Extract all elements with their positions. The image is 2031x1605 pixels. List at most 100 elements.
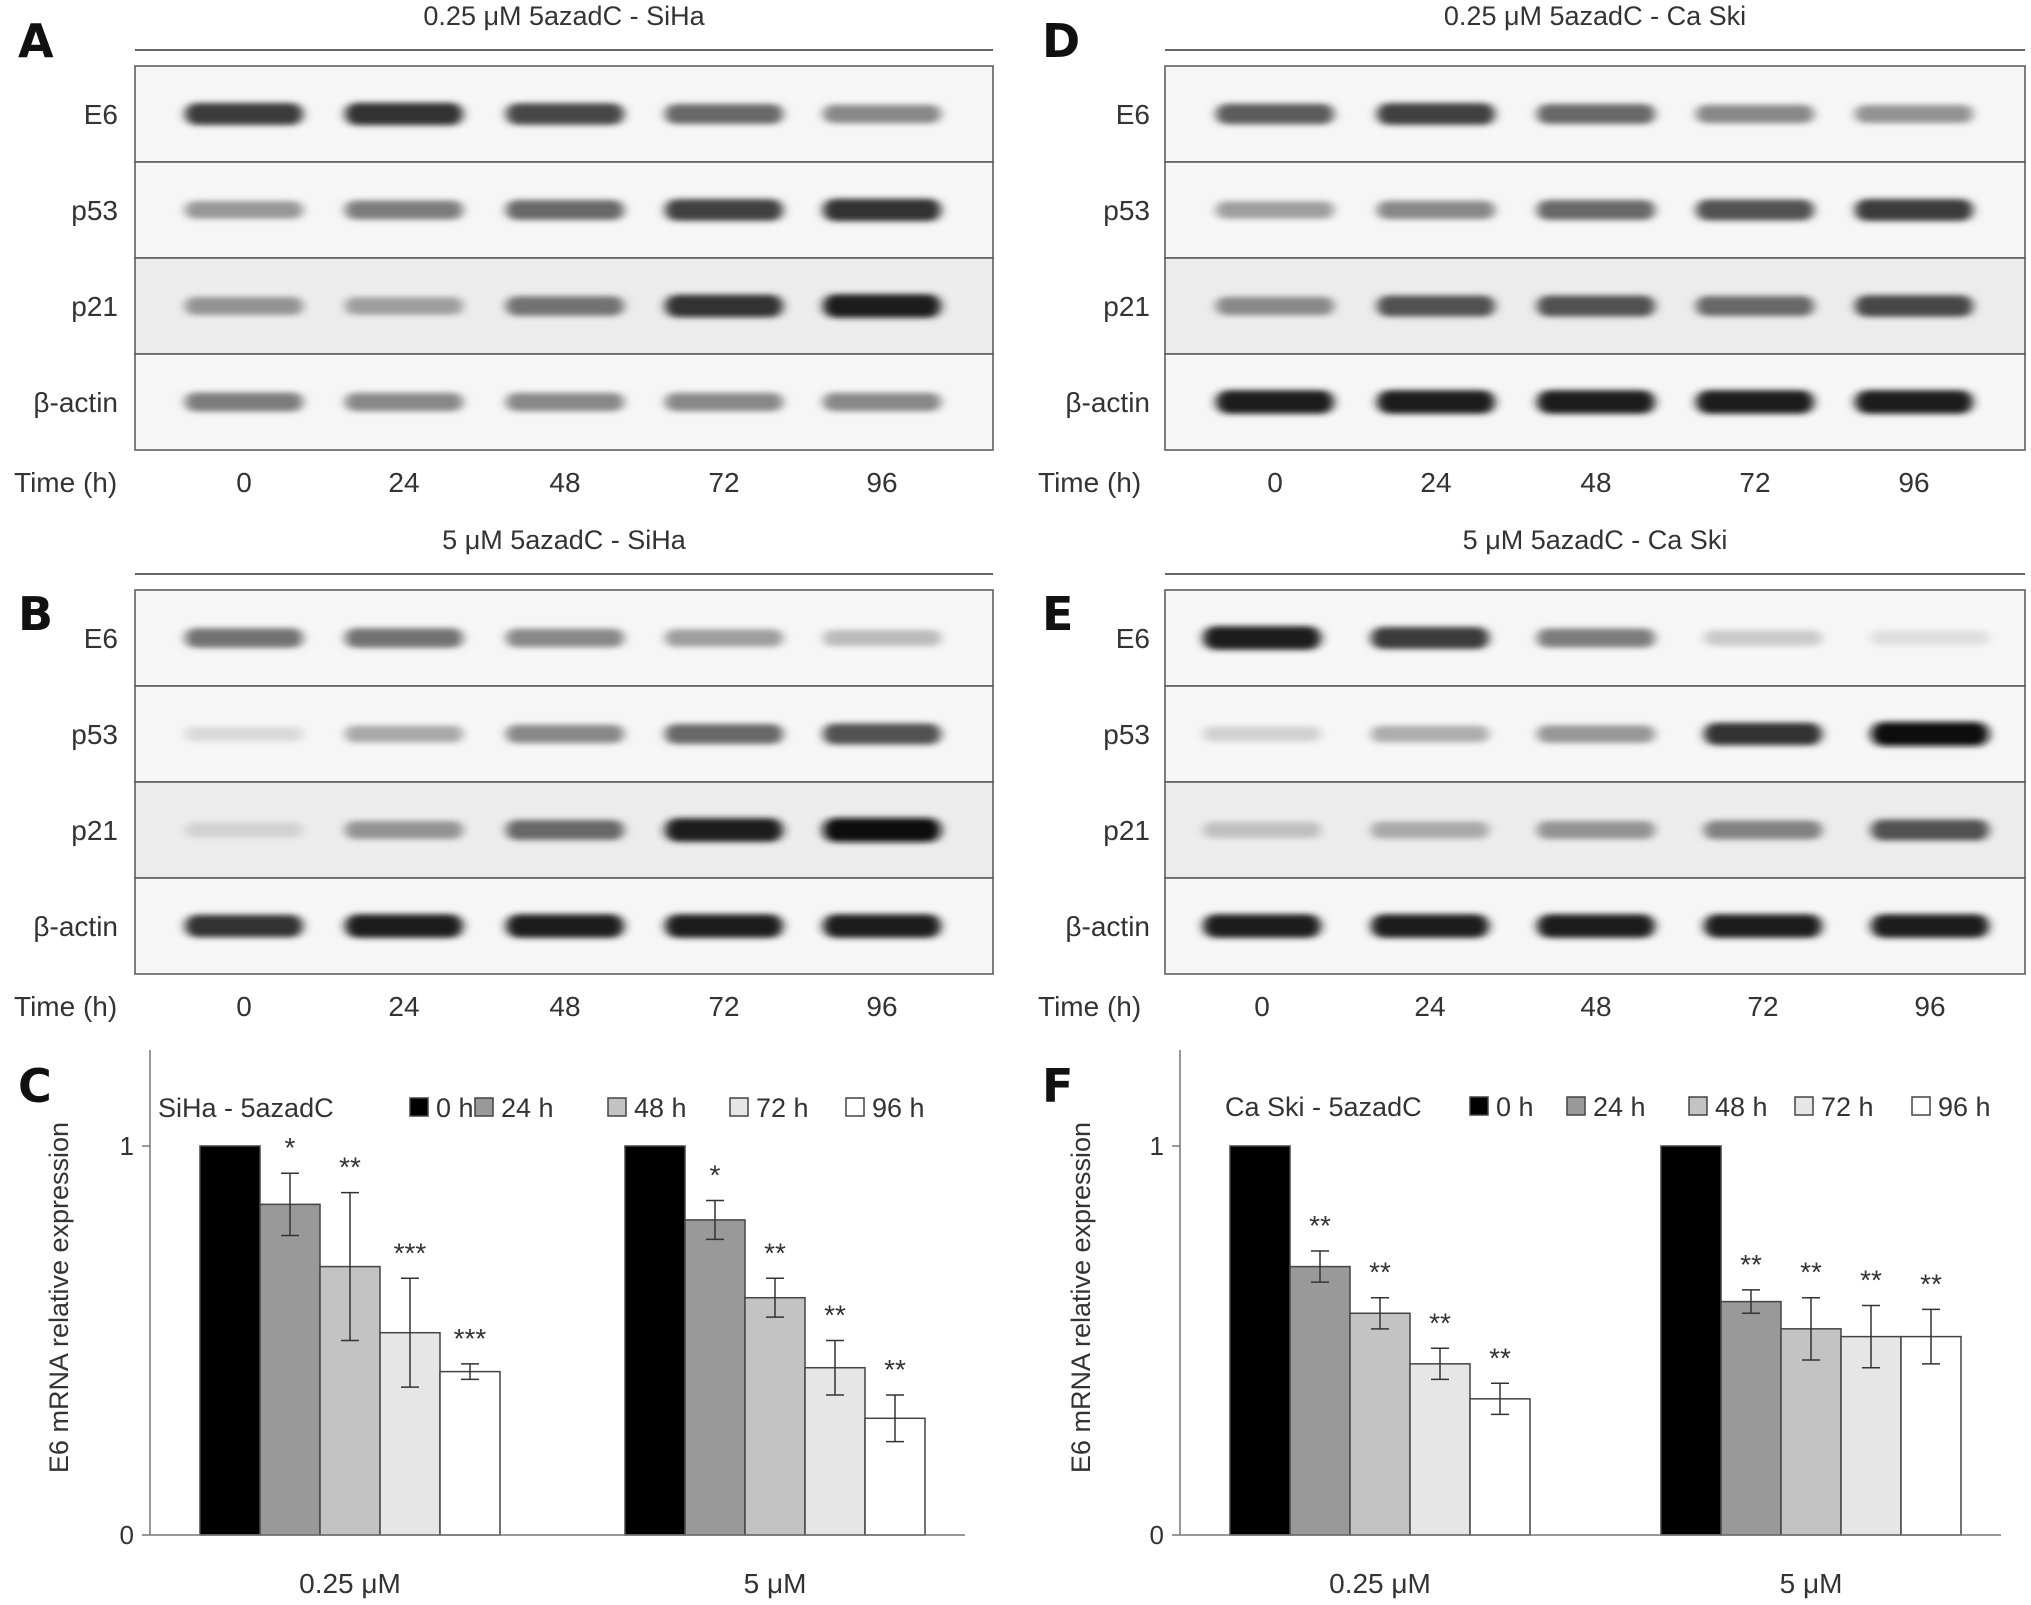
time-tick-label: 96	[866, 467, 897, 498]
blot-title: 0.25 μM 5azadC - Ca Ski	[1444, 1, 1746, 31]
time-tick-label: 48	[1580, 991, 1611, 1022]
band	[1377, 390, 1495, 414]
band	[185, 201, 303, 219]
significance-mark: **	[1429, 1307, 1451, 1338]
panel-letter: E	[1042, 587, 1073, 641]
band	[1704, 820, 1822, 840]
y-tick-label: 0	[120, 1520, 134, 1550]
band	[1696, 296, 1814, 316]
blot-panel-d: D 0.25 μM 5azadC - Ca Ski E6 p53 p21 β-actin T…	[1038, 1, 2026, 498]
legend-swatch	[474, 1097, 494, 1117]
legend-swatch	[409, 1097, 429, 1117]
row-label: p21	[71, 291, 118, 322]
band	[506, 914, 624, 938]
band	[1855, 390, 1973, 414]
bar	[624, 1145, 686, 1536]
panel-letter: B	[18, 587, 53, 641]
band	[1371, 725, 1489, 743]
band	[1371, 627, 1489, 649]
row-label: E6	[1116, 623, 1150, 654]
row-label: E6	[84, 99, 118, 130]
time-tick-label: 24	[388, 467, 419, 498]
significance-mark: *	[285, 1132, 296, 1163]
bar	[684, 1219, 746, 1536]
band	[1537, 104, 1655, 124]
band	[185, 822, 303, 838]
band	[1871, 722, 1989, 746]
panel-letter: D	[1042, 14, 1080, 68]
significance-mark: **	[764, 1237, 786, 1268]
significance-mark: ***	[454, 1323, 487, 1354]
blot-row-p21: p21	[71, 781, 994, 879]
significance-mark: **	[339, 1152, 361, 1183]
significance-mark: **	[1369, 1257, 1391, 1288]
blot-row-p21: p21	[1103, 781, 2026, 879]
band	[1371, 914, 1489, 938]
bar	[1469, 1398, 1531, 1536]
significance-mark: **	[824, 1300, 846, 1331]
band	[1537, 295, 1655, 317]
blot-row-p21: p21	[1103, 257, 2026, 355]
time-tick-label: 96	[1898, 467, 1929, 498]
row-label: p21	[1103, 815, 1150, 846]
band	[185, 628, 303, 648]
time-tick-label: 72	[1739, 467, 1770, 498]
row-label: p53	[1103, 195, 1150, 226]
legend-label: 24 h	[501, 1093, 554, 1123]
time-tick-label: 48	[549, 467, 580, 498]
band	[823, 294, 941, 318]
band	[1855, 295, 1973, 317]
band	[345, 914, 463, 938]
bar-group-0: *********0.25 μM	[199, 1132, 501, 1599]
time-tick-label: 0	[236, 991, 252, 1022]
band	[1871, 630, 1989, 646]
significance-mark: **	[1740, 1249, 1762, 1280]
x-tick-label: 5 μM	[744, 1568, 807, 1599]
bar	[1900, 1335, 1962, 1536]
band	[506, 392, 624, 412]
legend-label: 48 h	[1715, 1092, 1768, 1122]
row-label: β-actin	[33, 387, 118, 418]
band	[506, 296, 624, 316]
legend-swatch	[1794, 1096, 1814, 1116]
band	[1377, 103, 1495, 125]
blot-row-p53: p53	[1103, 685, 2026, 783]
row-label: p21	[1103, 291, 1150, 322]
time-label: Time (h)	[1038, 991, 1141, 1022]
bar	[1660, 1145, 1722, 1536]
band	[506, 628, 624, 648]
time-tick-label: 48	[549, 991, 580, 1022]
significance-mark: **	[1860, 1264, 1882, 1295]
band	[1537, 628, 1655, 648]
band	[1871, 914, 1989, 938]
bar	[744, 1296, 806, 1536]
time-tick-label: 0	[1254, 991, 1270, 1022]
band	[1537, 914, 1655, 938]
legend-swatch	[607, 1097, 627, 1117]
band	[345, 628, 463, 648]
band	[1696, 390, 1814, 414]
row-label: β-actin	[1065, 911, 1150, 942]
blot-title: 0.25 μM 5azadC - SiHa	[423, 1, 705, 31]
band	[1537, 390, 1655, 414]
time-label: Time (h)	[1038, 467, 1141, 498]
blot-row-p53: p53	[1103, 161, 2026, 259]
band	[345, 821, 463, 839]
bar-group-1: *******5 μM	[624, 1145, 926, 1599]
band	[1203, 726, 1321, 742]
legend-label: 24 h	[1593, 1092, 1646, 1122]
band	[1704, 722, 1822, 746]
row-label: E6	[1116, 99, 1150, 130]
band	[345, 200, 463, 220]
band	[1371, 821, 1489, 839]
band	[185, 392, 303, 412]
band	[823, 392, 941, 412]
time-tick-label: 24	[1414, 991, 1445, 1022]
bar	[439, 1370, 501, 1536]
legend-swatch	[845, 1097, 865, 1117]
band	[823, 629, 941, 647]
blot-row-e6: E6	[84, 589, 994, 687]
band	[1704, 914, 1822, 938]
